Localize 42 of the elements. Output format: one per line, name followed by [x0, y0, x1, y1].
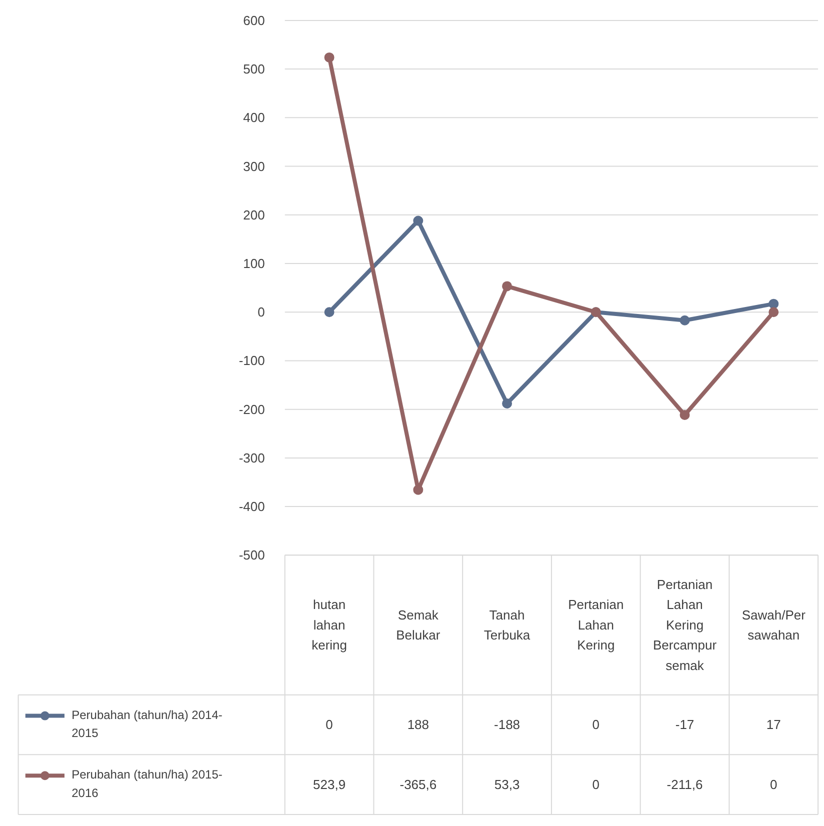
data-label: 0 — [770, 777, 778, 792]
data-label: -188 — [494, 717, 520, 732]
data-label: -211,6 — [666, 777, 703, 792]
y-tick-label: 0 — [258, 304, 265, 320]
data-label: 53,3 — [494, 777, 520, 792]
y-tick-label: 300 — [243, 158, 265, 174]
y-tick-label: -200 — [238, 402, 265, 417]
legend-label: Perubahan (tahun/ha) 2015-2016 — [72, 768, 222, 800]
x-tick-label: Sawah/Persawahan — [742, 607, 806, 643]
point — [413, 216, 424, 226]
point — [680, 410, 690, 420]
x-tick-label: Semak Belukar — [396, 607, 441, 643]
point — [502, 398, 512, 408]
data-label: 0 — [592, 717, 600, 732]
point — [324, 307, 334, 318]
point — [502, 281, 512, 292]
y-tick-label: 200 — [243, 207, 265, 222]
point — [680, 315, 690, 326]
x-tick-label: Pertanian Lahan Kering Bercampur semak — [652, 576, 718, 673]
x-tick-label: hutan lahan kering — [312, 597, 348, 653]
data-label: 0 — [592, 777, 600, 792]
y-tick-label: 400 — [243, 110, 265, 126]
point — [324, 52, 334, 62]
y-tick-label: -100 — [238, 353, 265, 368]
x-tick-label: Tanah Terbuka — [484, 607, 531, 643]
data-label: 188 — [407, 717, 430, 732]
legend-label: Perubahan (tahun/ha) 2014-2015 — [72, 708, 222, 740]
y-tick-label: -300 — [238, 450, 265, 466]
data-label: 523,9 — [313, 777, 346, 792]
y-tick-label: -400 — [238, 499, 265, 514]
point — [768, 307, 779, 318]
point — [413, 484, 424, 495]
data-label: -365,6 — [400, 777, 437, 792]
x-tick-label: Pertanian Lahan Kering — [568, 597, 624, 653]
y-tick-label: 500 — [243, 62, 265, 77]
data-label: 0 — [326, 717, 333, 732]
data-label: 17 — [766, 717, 781, 732]
y-tick-label: 100 — [243, 256, 265, 271]
y-tick-label: -500 — [238, 548, 265, 563]
point — [768, 298, 779, 309]
y-tick-label: 600 — [243, 12, 265, 28]
data-label: -17 — [675, 717, 694, 732]
